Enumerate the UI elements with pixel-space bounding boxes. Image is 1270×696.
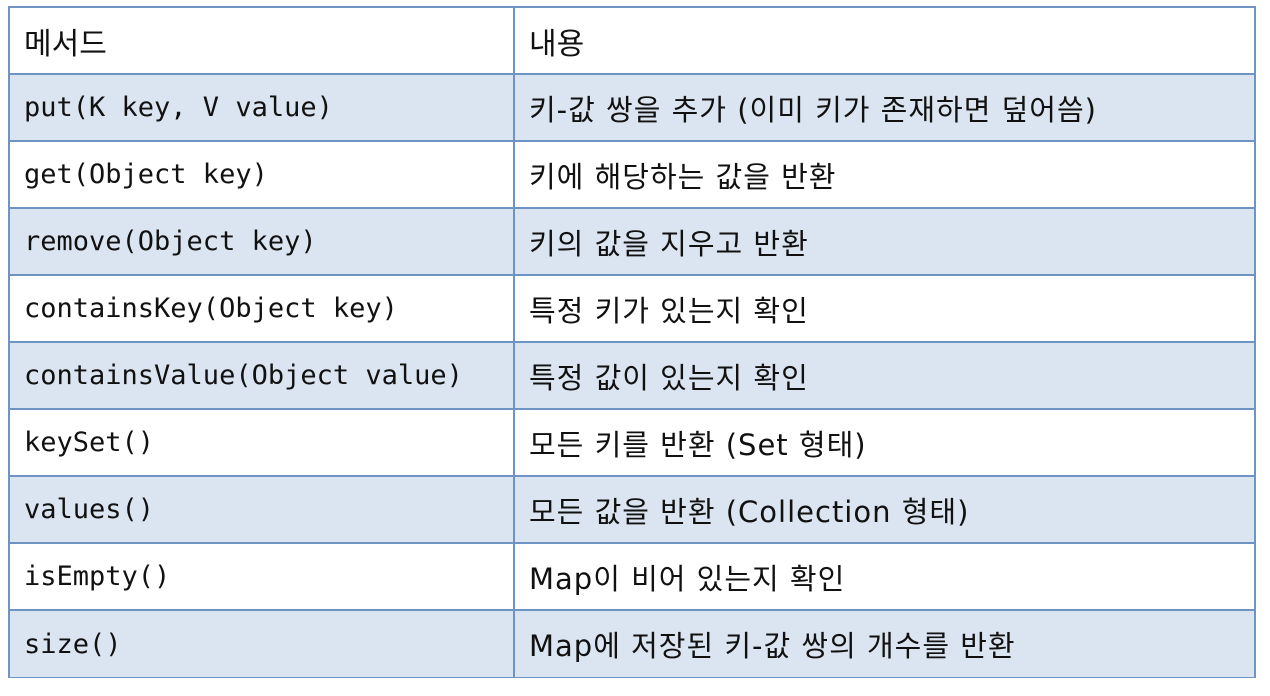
description-cell: 키의 값을 지우고 반환	[514, 208, 1254, 276]
map-methods-table: 메서드 내용 put(K key, V value) 키-값 쌍을 추가 (이미…	[10, 8, 1254, 677]
method-cell: size()	[10, 610, 515, 677]
table-row: containsKey(Object key) 특정 키가 있는지 확인	[10, 275, 1254, 343]
method-cell: remove(Object key)	[10, 208, 515, 276]
method-cell: put(K key, V value)	[10, 74, 515, 142]
description-cell: 모든 값을 반환 (Collection 형태)	[514, 476, 1254, 544]
description-cell: Map에 저장된 키-값 쌍의 개수를 반환	[514, 610, 1254, 677]
description-cell: Map이 비어 있는지 확인	[514, 543, 1254, 611]
description-cell: 모든 키를 반환 (Set 형태)	[514, 409, 1254, 477]
table-header-row: 메서드 내용	[10, 8, 1254, 75]
table-row: remove(Object key) 키의 값을 지우고 반환	[10, 208, 1254, 276]
header-description: 내용	[514, 8, 1254, 75]
map-methods-table-container: 메서드 내용 put(K key, V value) 키-값 쌍을 추가 (이미…	[8, 6, 1256, 678]
method-cell: get(Object key)	[10, 141, 515, 209]
header-method: 메서드	[10, 8, 515, 75]
description-cell: 특정 값이 있는지 확인	[514, 342, 1254, 410]
method-cell: containsKey(Object key)	[10, 275, 515, 343]
description-cell: 키-값 쌍을 추가 (이미 키가 존재하면 덮어씀)	[514, 74, 1254, 142]
table-row: isEmpty() Map이 비어 있는지 확인	[10, 543, 1254, 611]
table-row: keySet() 모든 키를 반환 (Set 형태)	[10, 409, 1254, 477]
table-row: get(Object key) 키에 해당하는 값을 반환	[10, 141, 1254, 209]
method-cell: isEmpty()	[10, 543, 515, 611]
table-row: containsValue(Object value) 특정 값이 있는지 확인	[10, 342, 1254, 410]
method-cell: values()	[10, 476, 515, 544]
table-row: values() 모든 값을 반환 (Collection 형태)	[10, 476, 1254, 544]
table-row: put(K key, V value) 키-값 쌍을 추가 (이미 키가 존재하…	[10, 74, 1254, 142]
method-cell: containsValue(Object value)	[10, 342, 515, 410]
description-cell: 키에 해당하는 값을 반환	[514, 141, 1254, 209]
method-cell: keySet()	[10, 409, 515, 477]
table-row: size() Map에 저장된 키-값 쌍의 개수를 반환	[10, 610, 1254, 677]
description-cell: 특정 키가 있는지 확인	[514, 275, 1254, 343]
